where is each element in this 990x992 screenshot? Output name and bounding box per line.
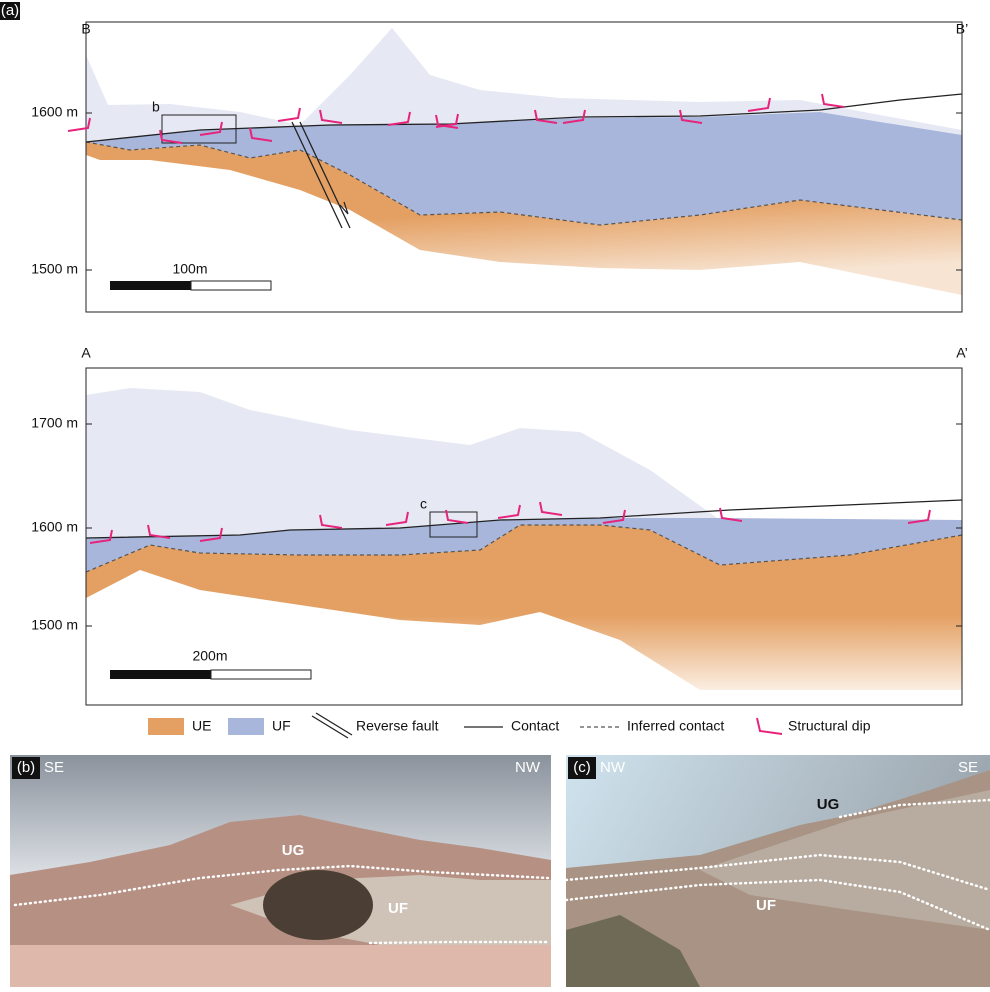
unit-label: UF <box>756 897 776 914</box>
scale-label: 200m <box>192 648 227 664</box>
elevation-label: 1600 m <box>31 104 78 120</box>
legend-label: Reverse fault <box>356 718 439 734</box>
unit-label: UG <box>282 842 305 859</box>
inset-label: b <box>152 99 160 115</box>
unit-label: UG <box>817 796 840 813</box>
photo-c: (c) NW SE UG UF <box>566 755 990 987</box>
figure: (a) B B’ 1600 m 1500 m b 100m A A’ 1700 … <box>0 0 990 987</box>
orientation: SE <box>44 759 64 776</box>
dip-symbol <box>822 94 844 107</box>
scale-label: 100m <box>172 261 207 277</box>
legend-label: Inferred contact <box>627 718 724 734</box>
scale-bar <box>191 281 271 290</box>
panel-label: (a) <box>1 2 19 19</box>
section-end: B’ <box>956 21 968 37</box>
scale-bar <box>211 670 311 679</box>
legend-label: Contact <box>511 718 559 734</box>
ground <box>10 945 551 987</box>
legend-fault <box>312 716 348 738</box>
inset-label: c <box>420 496 427 512</box>
legend-label: UE <box>192 718 211 734</box>
elevation-label: 1500 m <box>31 617 78 633</box>
section-end: A <box>81 345 91 361</box>
dip-symbol <box>278 108 300 121</box>
orientation: NW <box>515 759 541 776</box>
legend-fault <box>316 713 352 735</box>
legend-label: UF <box>272 718 291 734</box>
legend-swatch <box>148 718 184 735</box>
photo-b: (b) SE NW UG UF <box>10 755 551 987</box>
unit-label: UF <box>388 900 408 917</box>
legend-dip <box>757 718 782 734</box>
section-end: B <box>81 21 90 37</box>
eroded-extent <box>86 388 962 540</box>
scale-bar <box>110 670 211 679</box>
scale-bar <box>110 281 191 290</box>
body: (a) B B’ 1600 m 1500 m b 100m A A’ 1700 … <box>0 0 990 992</box>
legend-label: Structural dip <box>788 718 871 734</box>
section-end: A’ <box>956 345 967 361</box>
elevation-label: 1500 m <box>31 261 78 277</box>
page: Cross sections {"panel_a": {"label": "(a… <box>0 0 990 992</box>
orientation: NW <box>600 759 626 776</box>
elevation-label: 1700 m <box>31 415 78 431</box>
elevation-label: 1600 m <box>31 519 78 535</box>
panel-label: (c) <box>573 759 591 776</box>
legend-swatch <box>228 718 264 735</box>
shrub <box>263 870 373 940</box>
panel-label: (b) <box>17 759 35 776</box>
orientation: SE <box>958 759 978 776</box>
